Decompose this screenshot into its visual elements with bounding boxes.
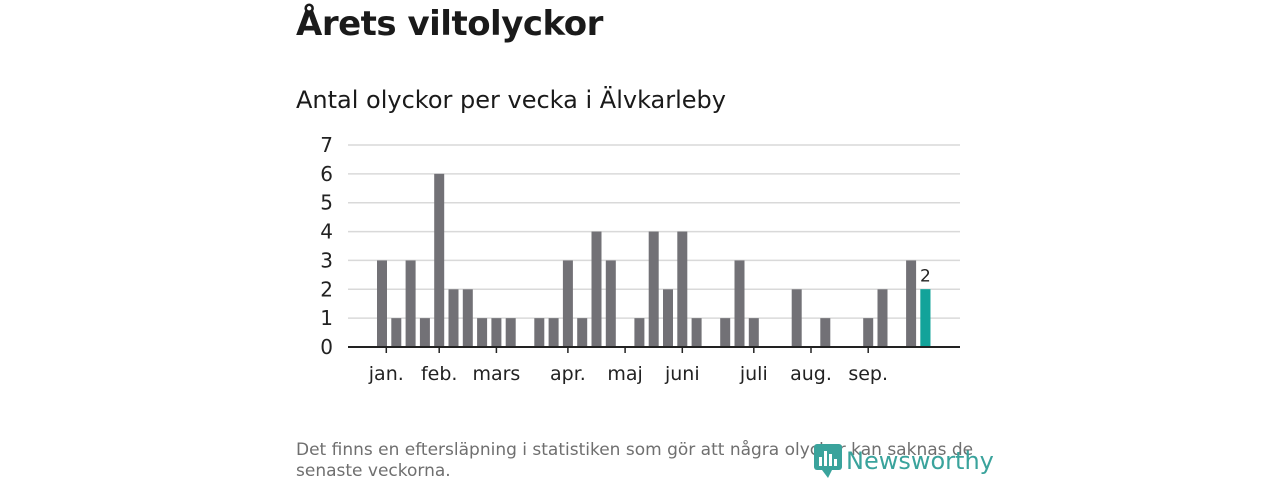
x-tick-label: juni — [664, 363, 700, 385]
bar — [377, 260, 387, 347]
bar — [477, 318, 488, 347]
bar — [605, 260, 616, 347]
bar — [434, 173, 445, 347]
bar — [734, 260, 745, 347]
bar — [534, 318, 545, 347]
bar — [663, 289, 673, 347]
logo-text: Newsworthy — [846, 447, 994, 475]
bar — [863, 318, 874, 347]
bar — [562, 260, 573, 347]
x-tick-label: apr. — [550, 363, 586, 385]
bar — [820, 318, 831, 347]
bar — [748, 318, 759, 347]
bar — [491, 318, 502, 347]
chart-title: Antal olyckor per vecka i Älvkarleby — [296, 86, 726, 114]
y-tick-label: 2 — [320, 277, 333, 301]
y-tick-label: 7 — [320, 133, 333, 157]
x-tick-label: juli — [739, 363, 768, 385]
bar — [791, 289, 802, 347]
x-tick-label: mars — [472, 363, 520, 385]
page-title: Årets viltolyckor — [296, 4, 603, 44]
y-tick-label: 5 — [320, 191, 333, 215]
bar — [648, 231, 659, 347]
x-tick-label: feb. — [421, 363, 457, 385]
bar-chart: 0 1 2 3 4 5 6 7 2 jan. feb. mars apr. maj juni juli aug.… — [320, 133, 960, 385]
bar — [634, 318, 645, 347]
y-tick-label: 4 — [320, 220, 333, 244]
x-tick-label: jan. — [368, 363, 404, 385]
x-tick-label: maj — [607, 363, 642, 385]
y-tick-label: 6 — [320, 162, 333, 186]
bar — [505, 318, 516, 347]
bar — [462, 289, 473, 347]
newsworthy-logo: Newsworthy — [814, 444, 994, 478]
bar — [720, 318, 731, 347]
footnote: Det finns en eftersläpning i statistiken… — [296, 440, 974, 481]
bar — [548, 318, 559, 347]
bar — [591, 231, 602, 347]
x-tick-label: aug. — [790, 363, 832, 385]
bar — [877, 289, 888, 347]
x-tick-label: sep. — [848, 363, 888, 385]
bar — [448, 289, 459, 347]
y-tick-label: 1 — [320, 306, 333, 330]
y-tick-label: 0 — [320, 335, 333, 359]
bar — [419, 318, 430, 347]
bar — [906, 260, 917, 347]
newsworthy-logo-icon — [814, 444, 842, 478]
highlight-bar — [920, 289, 931, 347]
bar — [677, 231, 688, 347]
bar — [577, 318, 588, 347]
bar — [391, 318, 402, 347]
y-tick-label: 3 — [320, 248, 333, 272]
data-label: 2 — [920, 266, 931, 286]
bar — [405, 260, 416, 347]
bar — [691, 318, 702, 347]
